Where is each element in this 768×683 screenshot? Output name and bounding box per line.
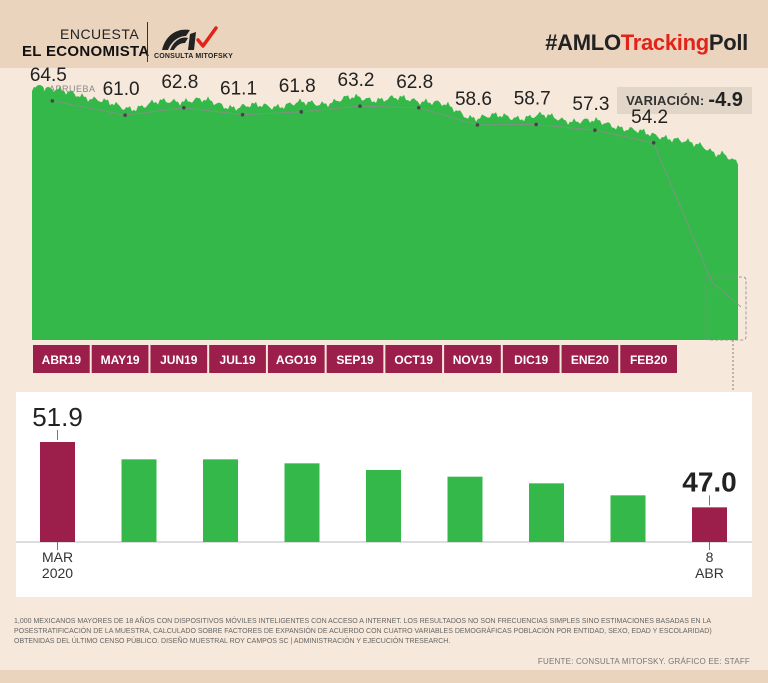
mitofsky-logo-text: CONSULTA MITOFSKY <box>154 53 233 60</box>
approval-area <box>32 85 738 340</box>
callout-point <box>50 99 55 103</box>
callout-point <box>593 128 597 132</box>
callout-point <box>534 122 538 127</box>
callout-point <box>358 104 362 108</box>
callout-point <box>651 141 656 145</box>
bar <box>40 442 75 542</box>
x-label-end: ABR <box>695 565 724 581</box>
callout-label: 58.7 <box>514 88 551 109</box>
bar <box>610 495 646 542</box>
header-bar: ENCUESTA EL ECONOMISTA CONSULTA MITOFSKY… <box>0 0 768 68</box>
callout-point <box>416 105 421 110</box>
month-tick-label: JUL19 <box>220 353 256 367</box>
month-tick-cell <box>267 345 325 373</box>
callout-label: 64.5 <box>30 65 67 86</box>
hashtag-part-poll: Poll <box>708 30 748 55</box>
x-label-start: 2020 <box>42 565 73 581</box>
month-tick-label: DIC19 <box>514 353 548 367</box>
zoom-box <box>705 276 747 341</box>
x-label-end: 8 <box>706 549 714 565</box>
callout-label: 58.6 <box>455 89 492 110</box>
approval-area-chart: 64.5 61.0 62.8 61.1 61.8 63.2 62.8 58.6 58.7 57.3… <box>30 65 747 392</box>
month-tick-cell <box>209 345 266 373</box>
callout-point <box>240 112 245 117</box>
hashtag-part-amlo: #AMLO <box>545 30 621 55</box>
month-tick-label: OCT19 <box>394 353 433 367</box>
callout-label: 63.2 <box>338 70 375 91</box>
callout-point <box>475 123 480 127</box>
month-tick-cell <box>91 345 149 373</box>
bar <box>447 476 483 542</box>
callout-point <box>182 105 186 110</box>
x-label-start: MAR <box>42 549 73 565</box>
bottom-strip <box>0 670 768 683</box>
callout-label: 57.3 <box>572 94 609 115</box>
month-tick-cell <box>326 345 384 373</box>
header-divider <box>147 22 148 62</box>
month-tick-label: JUN19 <box>160 353 198 367</box>
header-el-economista: EL ECONOMISTA <box>22 43 150 60</box>
month-tick-cell <box>33 345 90 373</box>
variacion-value: -4.9 <box>708 89 743 111</box>
bar <box>121 459 157 542</box>
callout-label: 61.0 <box>103 79 140 100</box>
month-tick-label: ENE20 <box>571 353 609 367</box>
hashtag-title: #AMLOTrackingPoll <box>545 30 748 56</box>
variacion-label: VARIACIÓN: <box>626 93 705 108</box>
hashtag-part-tracking: Tracking <box>620 30 709 55</box>
month-tick-cell <box>385 345 443 373</box>
month-tick-cell <box>150 345 208 373</box>
bar-value-label: 47.0 <box>682 466 737 497</box>
month-tick-label: ABR19 <box>42 353 82 367</box>
month-tick-label: SEP19 <box>336 353 374 367</box>
header-encuesta: ENCUESTA <box>60 26 140 42</box>
callout-point <box>299 110 304 114</box>
callout-label: 54.2 <box>631 107 668 128</box>
month-tick-cell <box>444 345 501 373</box>
bar <box>203 459 238 542</box>
mitofsky-logo-icon <box>162 26 218 50</box>
month-tick-label: NOV19 <box>453 353 493 367</box>
methodology-footnote: 1,000 mexicanos mayores de 18 años con d… <box>14 618 712 645</box>
legend-label: APRUEBA <box>49 84 96 94</box>
variacion-box: VARIACIÓN: -4.9 <box>617 87 752 114</box>
bar <box>692 507 727 542</box>
callout-label: 62.8 <box>396 72 433 93</box>
callout-point <box>123 113 127 117</box>
source-credit: Fuente: Consulta Mitofsky. Gráfico EE: S… <box>537 657 750 666</box>
month-tick-cell <box>561 345 619 373</box>
month-axis: ABR19 MAY19 JUN19 JUL19 AGO19 SEP19 OCT19 NOV19… <box>33 345 677 373</box>
callout-label: 61.8 <box>279 76 316 97</box>
callout-label: 62.8 <box>161 72 198 93</box>
bar <box>529 483 564 542</box>
bar-value-label: 51.9 <box>32 402 83 432</box>
bar <box>284 463 320 542</box>
callout-label: 61.1 <box>220 79 257 100</box>
month-tick-cell <box>502 345 560 373</box>
month-tick-cell <box>620 345 677 373</box>
bar <box>366 470 401 542</box>
month-tick-label: MAY19 <box>101 353 140 367</box>
month-tick-label: AGO19 <box>276 353 317 367</box>
month-tick-label: FEB20 <box>630 353 668 367</box>
